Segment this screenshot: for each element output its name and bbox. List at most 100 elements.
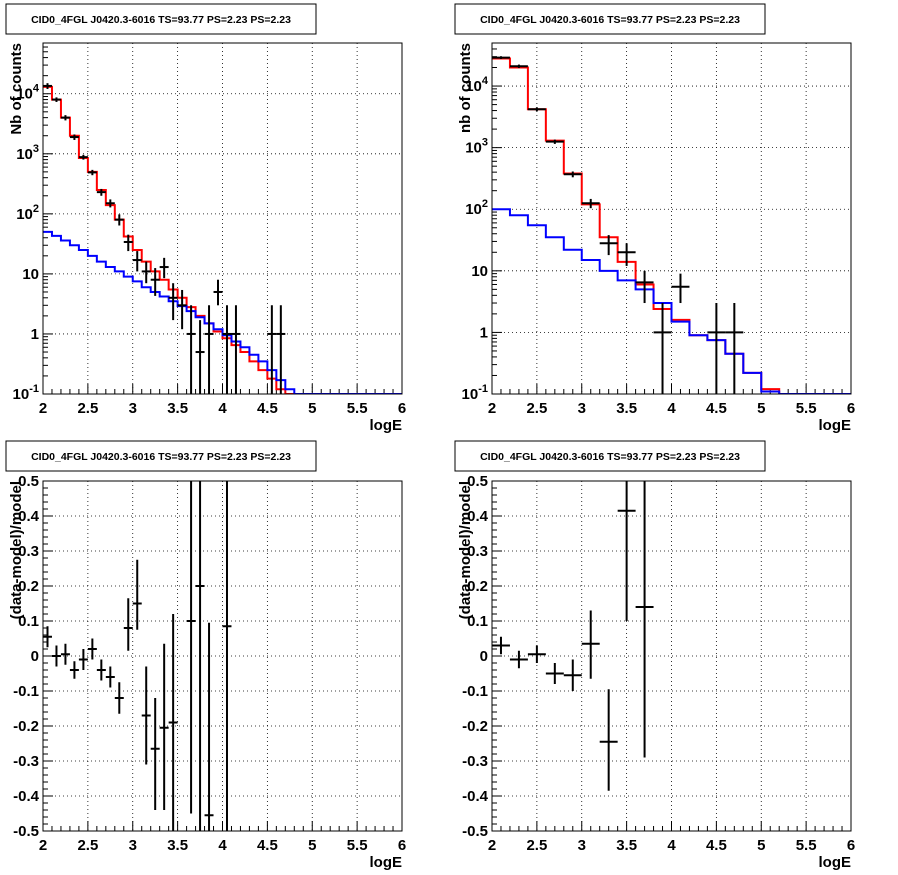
y-tick-label: 0 — [480, 648, 488, 665]
title-box — [5, 440, 317, 472]
ticks — [42, 42, 403, 395]
data-point — [87, 638, 97, 660]
y-tick-label: -0.3 — [462, 753, 488, 770]
x-tick-label: 4 — [218, 837, 227, 854]
data-point — [105, 666, 115, 688]
data-point — [132, 251, 142, 272]
data-point — [599, 689, 618, 791]
plot-frame — [491, 480, 852, 832]
data-point — [78, 649, 88, 670]
x-tick-label: 3.5 — [167, 837, 188, 854]
title-box — [5, 3, 317, 35]
data-point — [159, 257, 169, 279]
data-point — [96, 659, 106, 681]
x-axis-title: logE — [819, 854, 852, 871]
ticks — [491, 42, 852, 395]
y-tick-label: 0.3 — [467, 543, 488, 560]
x-tick-label: 5 — [308, 837, 316, 854]
x-tick-label: 4.5 — [706, 837, 727, 854]
plot-area — [492, 56, 851, 394]
chart-panel-1: 2 2.5 3 3.5 4 4.5 5 5.5 6 10-1 1 10 102 103 104 logE Nb … — [5, 3, 406, 434]
x-tick-label: 4.5 — [257, 837, 278, 854]
chart-panel-2: 2 2.5 3 3.5 4 4.5 5 5.5 6 10-1 1 10 102 103 104 logE nb … — [454, 3, 855, 434]
x-tick-label: 3 — [129, 837, 137, 854]
x-tick-label: 4.5 — [257, 400, 278, 417]
y-tick-label: 0.1 — [467, 613, 488, 630]
x-axis-title: logE — [370, 417, 403, 434]
data-point — [150, 268, 160, 296]
y-axis-title: (data-model)/model — [8, 481, 25, 619]
x-tick-label: 4 — [667, 400, 676, 417]
data-point — [599, 235, 618, 256]
x-tick-label: 2.5 — [526, 837, 547, 854]
y-tick-label: 10-1 — [13, 383, 39, 403]
data-point — [204, 305, 214, 394]
y-tick-label: -0.5 — [13, 823, 39, 840]
step-series-2 — [43, 230, 402, 394]
y-tick-label: 0.5 — [467, 473, 488, 490]
chart-title: CID0_4FGL J0420.3-6016 TS=93.77 PS=2.23 … — [480, 451, 740, 463]
x-tick-label: 2.5 — [77, 400, 98, 417]
data-point — [186, 481, 196, 814]
x-axis-title: logE — [819, 417, 852, 434]
data-point — [707, 303, 726, 394]
data-point — [51, 97, 61, 102]
x-tick-label: 5.5 — [796, 837, 817, 854]
data-point — [527, 107, 546, 112]
data-point — [563, 171, 582, 178]
data-point — [114, 214, 124, 226]
data-point — [222, 305, 232, 394]
y-tick-label: 0.4 — [467, 508, 489, 525]
data-point — [96, 188, 106, 196]
y-tick-label: -0.1 — [462, 683, 488, 700]
data-point — [581, 610, 600, 679]
y-tick-label: 104 — [16, 83, 40, 103]
data-point — [492, 636, 510, 655]
data-point — [671, 273, 690, 304]
y-axis-title: (data-model)/model — [457, 481, 474, 619]
plot-frame — [491, 42, 852, 395]
data-point — [635, 481, 654, 758]
data-point — [141, 666, 151, 765]
chart-title: CID0_4FGL J0420.3-6016 TS=93.77 PS=2.23 … — [31, 14, 291, 26]
title-box — [454, 440, 766, 472]
data-point — [51, 645, 61, 667]
data-point — [195, 320, 205, 394]
y-tick-label: 10 — [22, 266, 39, 283]
x-tick-label: 3.5 — [167, 400, 188, 417]
data-point — [78, 154, 88, 160]
grid — [43, 481, 402, 831]
x-tick-label: 5 — [757, 400, 765, 417]
data-point — [43, 83, 52, 89]
data-point — [276, 305, 286, 394]
data-point — [141, 261, 151, 284]
data-point — [69, 134, 79, 140]
y-tick-label: 0 — [31, 648, 39, 665]
ticks — [491, 480, 852, 832]
x-tick-label: 3.5 — [616, 400, 637, 417]
chart-panel-3: 2 2.5 3 3.5 4 4.5 5 5.5 6 -0.5 -0.4 -0.3 -0.2 -0.1 0 0.… — [5, 440, 406, 871]
data-point — [267, 305, 277, 394]
plot-frame — [42, 480, 403, 832]
y-tick-label: 103 — [465, 137, 488, 157]
x-tick-label: 5.5 — [347, 400, 368, 417]
data-point — [123, 234, 133, 252]
data-point — [653, 303, 672, 394]
y-tick-label: 103 — [16, 143, 39, 163]
x-tick-label: 6 — [847, 837, 855, 854]
x-tick-label: 4 — [667, 837, 676, 854]
grid — [492, 481, 851, 831]
y-tick-label: -0.4 — [13, 788, 40, 805]
data-point — [87, 169, 97, 176]
y-axis-title: nb of counts — [457, 43, 474, 133]
data-point — [177, 289, 187, 330]
data-point — [581, 198, 600, 209]
data-point — [159, 643, 169, 810]
x-tick-label: 2.5 — [526, 400, 547, 417]
x-tick-label: 5.5 — [796, 400, 817, 417]
x-tick-label: 2 — [39, 837, 47, 854]
x-tick-label: 2 — [488, 837, 496, 854]
data-point — [204, 622, 214, 831]
x-tick-label: 3 — [578, 837, 586, 854]
y-tick-label: 0.2 — [467, 578, 488, 595]
